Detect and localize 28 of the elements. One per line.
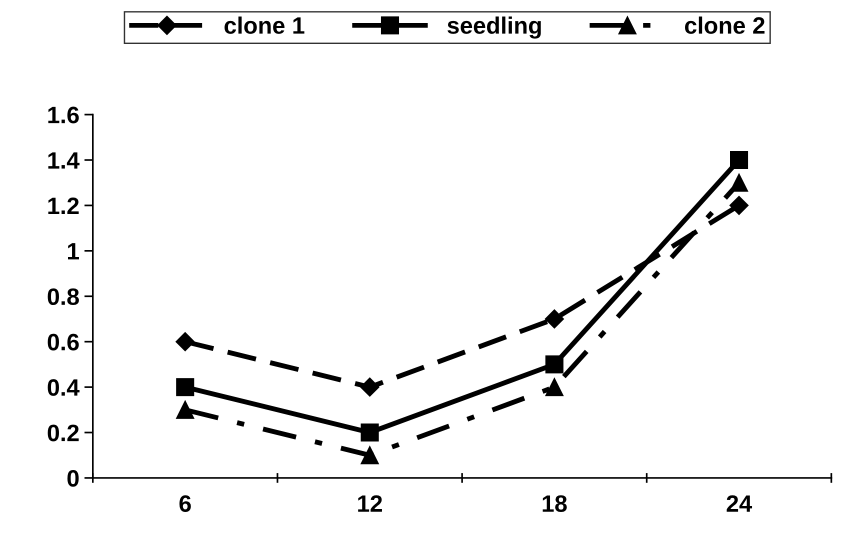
- point: [730, 174, 748, 192]
- y-tick-label: 1.2: [48, 198, 79, 214]
- point: [544, 309, 564, 329]
- legend-label: clone 2: [685, 16, 765, 34]
- point: [360, 424, 379, 442]
- y-tick-label: 0.8: [48, 288, 79, 306]
- y-tick-label: 0.2: [48, 424, 79, 442]
- y-tick-label: 1.6: [48, 106, 79, 124]
- legend-label: clone 1: [224, 16, 304, 34]
- point: [176, 378, 194, 396]
- point: [360, 378, 380, 397]
- legend-label: seedling: [447, 16, 541, 39]
- point: [545, 355, 564, 374]
- point: [730, 150, 748, 170]
- x-tick-label: 18: [542, 495, 567, 512]
- y-tick-label: 1: [68, 243, 79, 260]
- point: [545, 378, 564, 396]
- point: [360, 446, 379, 464]
- x-tick-label: 6: [179, 495, 191, 512]
- point: [729, 196, 749, 215]
- point: [176, 332, 195, 352]
- y-tick-label: 1.4: [48, 152, 80, 169]
- x-tick-label: 24: [726, 495, 752, 512]
- y-tick-label: 0.6: [48, 334, 79, 350]
- y-tick-label: 0: [67, 470, 79, 487]
- y-tick-label: 0.4: [48, 379, 80, 396]
- point: [176, 400, 194, 419]
- x-tick-label: 12: [358, 495, 382, 512]
